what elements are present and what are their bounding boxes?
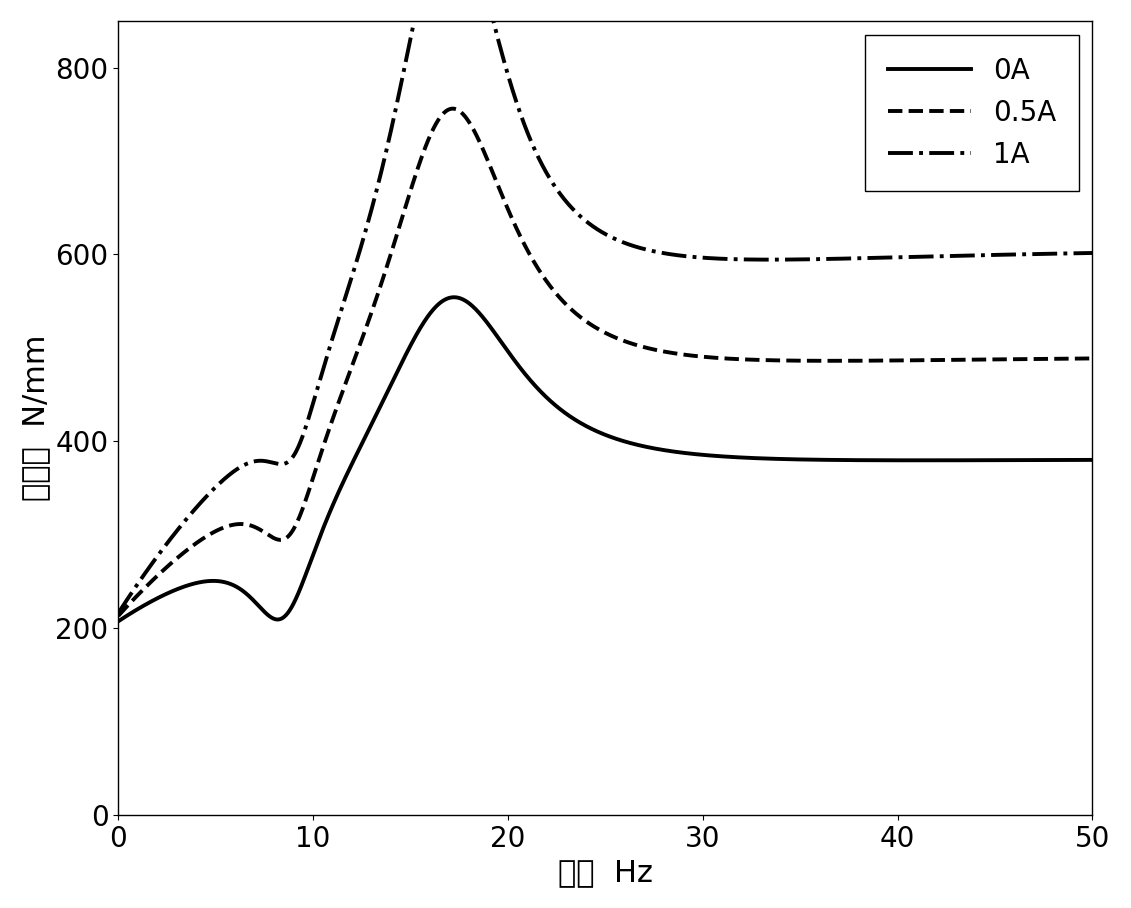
0A <box>1067 455 1080 466</box>
Legend: 0A, 0.5A, 1A: 0A, 0.5A, 1A <box>865 35 1079 191</box>
1A <box>485 11 499 22</box>
1A <box>527 143 541 154</box>
1A <box>1067 248 1080 259</box>
0.5A <box>446 104 459 114</box>
0.5A <box>112 610 126 621</box>
0A <box>527 380 541 390</box>
0.5A <box>527 257 541 268</box>
Line: 0.5A: 0.5A <box>119 109 1093 616</box>
0.5A <box>280 532 294 543</box>
Line: 0A: 0A <box>119 297 1093 621</box>
0A <box>280 608 294 619</box>
Line: 1A: 1A <box>119 0 1093 613</box>
1A <box>223 469 236 480</box>
0A <box>1086 454 1099 465</box>
0A <box>962 455 976 466</box>
1A <box>962 250 976 261</box>
Y-axis label: 动刚度  N/mm: 动刚度 N/mm <box>20 335 50 501</box>
0.5A <box>1067 353 1080 364</box>
0A <box>112 616 126 627</box>
1A <box>112 607 126 618</box>
0A <box>448 291 461 302</box>
X-axis label: 频率  Hz: 频率 Hz <box>558 858 653 887</box>
0.5A <box>962 354 976 365</box>
0.5A <box>223 520 236 531</box>
1A <box>280 457 294 468</box>
0.5A <box>1086 353 1099 364</box>
0.5A <box>485 166 499 177</box>
1A <box>1086 248 1099 259</box>
0A <box>223 578 236 589</box>
0A <box>485 324 499 335</box>
